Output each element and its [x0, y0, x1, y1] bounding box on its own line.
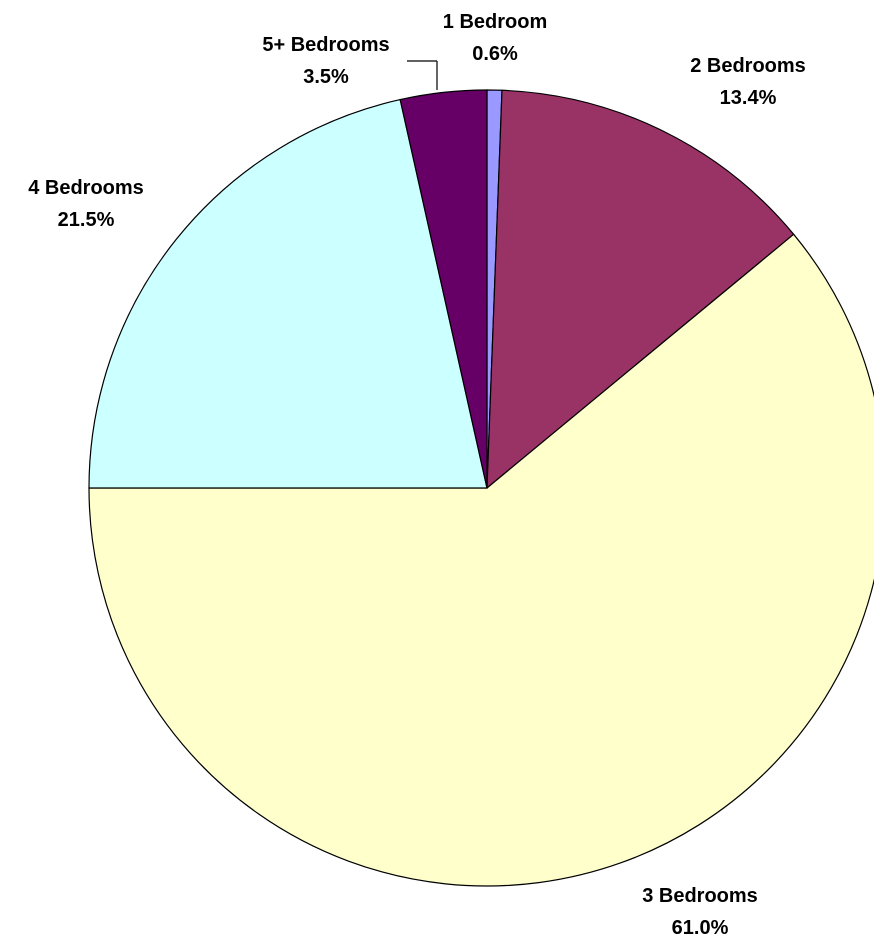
- pie-slice-2-bedrooms: [486, 89, 795, 490]
- pie-slice-3-bedrooms: [88, 233, 874, 887]
- slice-value-label: 13.4%: [720, 87, 777, 109]
- data-label-4-bedrooms: 4 Bedrooms 21.5%: [28, 177, 144, 231]
- slice-value-label: 3.5%: [303, 66, 349, 88]
- slice-category-label: 3 Bedrooms: [642, 885, 758, 907]
- slice-value-label: 21.5%: [58, 209, 115, 231]
- data-label-2-bedrooms: 2 Bedrooms 13.4%: [690, 55, 806, 109]
- slice-category-label: 5+ Bedrooms: [262, 34, 389, 56]
- slice-value-label: 0.6%: [472, 43, 518, 65]
- pie-slice-4-bedrooms: [88, 98, 488, 489]
- slice-category-label: 2 Bedrooms: [690, 55, 806, 77]
- pie-slices: [88, 89, 874, 887]
- data-label-1-bedroom: 1 Bedroom 0.6%: [443, 11, 547, 65]
- data-label-5plus-bedrooms: 5+ Bedrooms 3.5%: [262, 34, 389, 88]
- leader-lines: [407, 60, 438, 90]
- pie-slice-5plus-bedrooms: [399, 89, 488, 489]
- slice-category-label: 4 Bedrooms: [28, 177, 144, 199]
- data-labels: 1 Bedroom 0.6% 2 Bedrooms 13.4% 3 Bedrooms 61…: [28, 11, 806, 939]
- slice-value-label: 61.0%: [672, 917, 729, 939]
- slice-category-label: 1 Bedroom: [443, 11, 547, 33]
- data-label-3-bedrooms: 3 Bedrooms 61.0%: [642, 885, 758, 939]
